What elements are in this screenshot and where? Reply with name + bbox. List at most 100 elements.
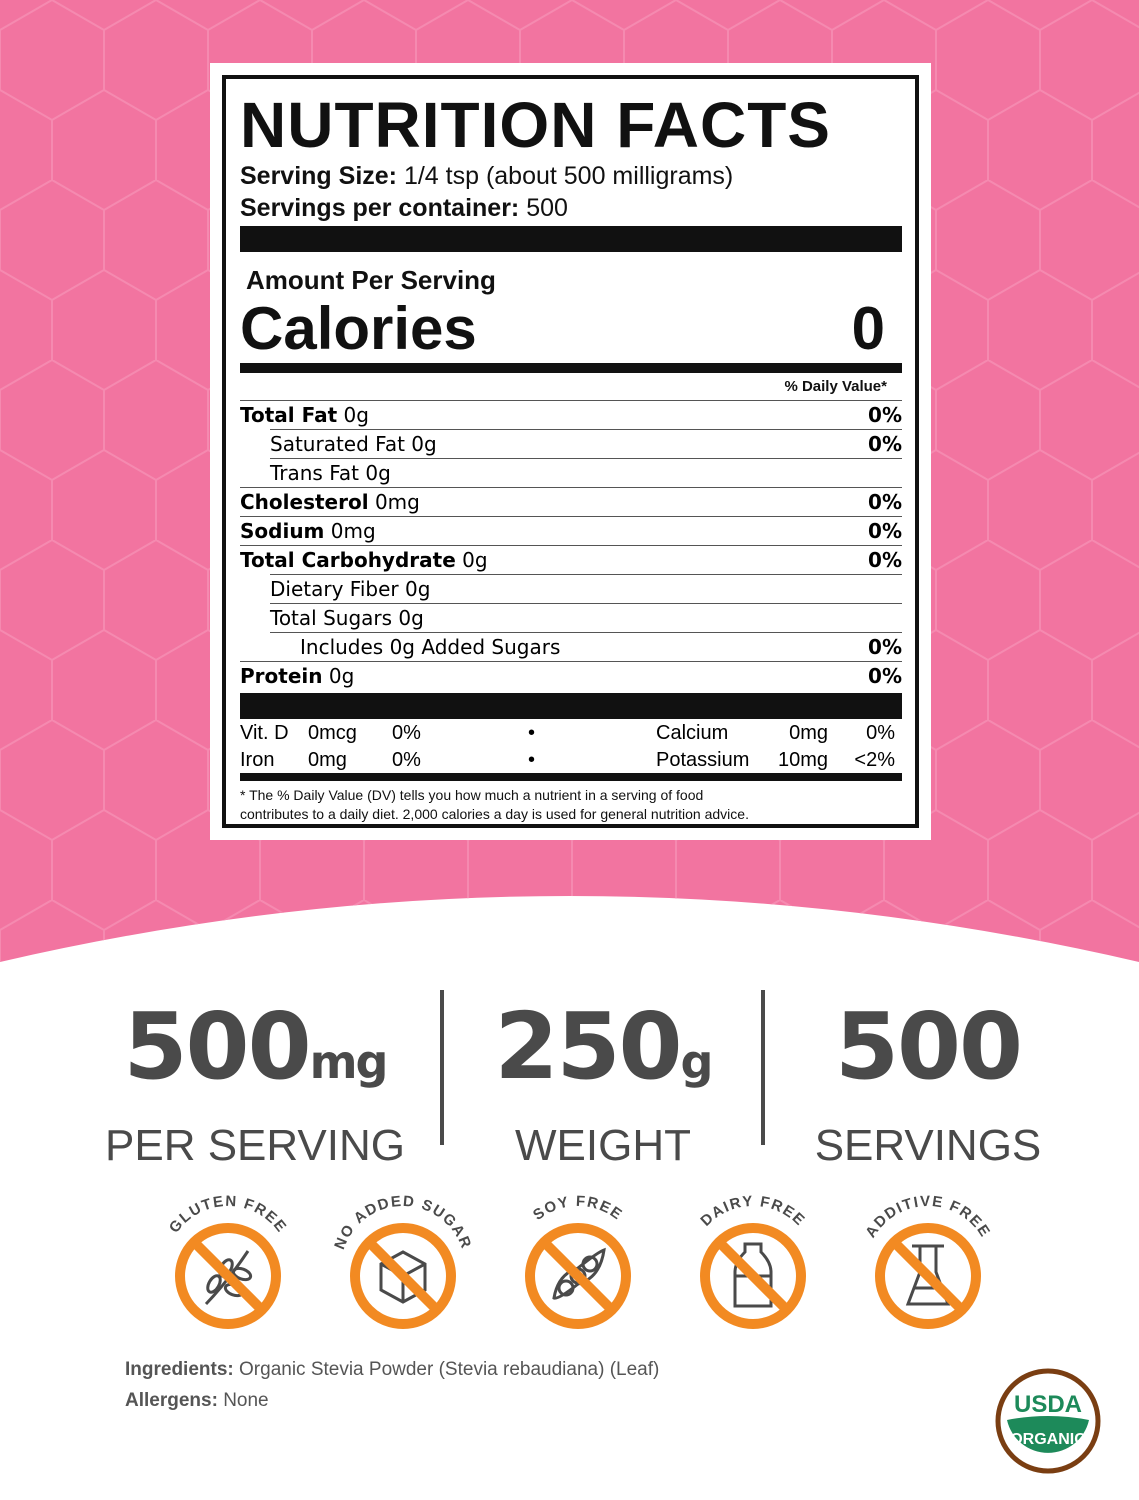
thick-divider xyxy=(240,693,902,719)
row-divider xyxy=(270,429,902,430)
prohibited-circle-icon xyxy=(350,1223,456,1329)
prohibited-circle-icon xyxy=(700,1223,806,1329)
mineral-dv2: <2% xyxy=(854,749,895,771)
stat-weight: 250g WEIGHT xyxy=(494,993,714,1171)
nutrient-name: Trans Fat xyxy=(270,461,359,485)
row-divider xyxy=(240,545,902,546)
nutrient-row: Total Sugars 0g xyxy=(240,604,902,632)
badge-gluten-free: GLUTEN FREE xyxy=(166,1193,289,1329)
nutrient-name: Sodium xyxy=(240,519,325,543)
prohibited-circle-icon xyxy=(175,1223,281,1329)
nutrient-dv: 0% xyxy=(868,519,902,543)
vitamin-dv: 0% xyxy=(392,722,421,744)
svg-text:NO ADDED SUGAR: NO ADDED SUGAR xyxy=(333,1193,473,1252)
prohibited-circle-icon xyxy=(875,1223,981,1329)
prohibited-circle-icon xyxy=(525,1223,631,1329)
servings-per-container: Servings per container: 500 xyxy=(240,194,568,222)
nutrient-name: Total Sugars xyxy=(270,606,393,630)
nutrient-dv: 0% xyxy=(868,635,902,659)
svg-text:SOY FREE: SOY FREE xyxy=(530,1193,626,1224)
nutrient-row: Sodium 0mg 0% xyxy=(240,517,902,545)
calories-label: Calories xyxy=(240,295,477,362)
row-divider xyxy=(240,400,902,401)
serving-size: Serving Size: 1/4 tsp (about 500 milligr… xyxy=(240,162,734,190)
row-divider xyxy=(270,603,902,604)
mineral-name2: Calcium xyxy=(656,722,729,744)
calories-value: 0 xyxy=(851,295,885,362)
vitamin-dv: 0% xyxy=(392,749,421,771)
nutrient-name: Protein xyxy=(240,664,323,688)
mineral-dv2: 0% xyxy=(866,722,895,744)
row-divider xyxy=(270,632,902,633)
row-divider xyxy=(270,574,902,575)
medium-divider xyxy=(240,773,902,781)
nutrient-amount: 0g xyxy=(398,606,424,630)
usda-organic-seal: USDA ORGANIC xyxy=(995,1368,1101,1474)
nutrient-row: Saturated Fat 0g 0% xyxy=(240,430,902,458)
nutrient-row: Includes 0g Added Sugars 0% xyxy=(240,633,902,661)
nutrient-row: Trans Fat 0g xyxy=(240,459,902,487)
nutrient-amount: 0mg xyxy=(374,490,420,514)
prohibited-slash-icon xyxy=(715,1238,791,1314)
stat-divider xyxy=(761,990,765,1145)
vitamin-name: Iron xyxy=(240,749,275,771)
nutrient-name: Cholesterol xyxy=(240,490,369,514)
nutrient-name: Total Fat xyxy=(240,403,338,427)
nutrient-name: Dietary Fiber xyxy=(270,577,399,601)
thick-divider xyxy=(240,226,902,252)
medium-divider xyxy=(240,363,902,373)
badge-no-added-sugar: NO ADDED SUGAR xyxy=(333,1193,473,1329)
prohibited-slash-icon xyxy=(890,1238,966,1314)
badge-additive-free: ADDITIVE FREE xyxy=(862,1193,994,1329)
nutrient-dv: 0% xyxy=(868,548,902,572)
daily-value-header: % Daily Value* xyxy=(784,378,887,395)
row-divider xyxy=(240,487,902,488)
nutrient-name: Total Carbohydrate xyxy=(240,548,456,572)
vitamin-amount: 0mg xyxy=(308,749,347,771)
nutrient-dv: 0% xyxy=(868,432,902,456)
bullet: • xyxy=(528,722,536,744)
nutrient-row: Total Carbohydrate 0g 0% xyxy=(240,546,902,574)
row-divider xyxy=(270,458,902,459)
nutrient-dv: 0% xyxy=(868,490,902,514)
mineral-amount2: 0mg xyxy=(789,722,828,744)
bullet: • xyxy=(528,749,536,771)
svg-text:ADDITIVE FREE: ADDITIVE FREE xyxy=(862,1193,994,1241)
footnote: * The % Daily Value (DV) tells you how m… xyxy=(240,787,704,803)
svg-text:USDA: USDA xyxy=(1014,1391,1082,1418)
nutrient-dv: 0% xyxy=(868,403,902,427)
mineral-name2: Potassium xyxy=(656,749,750,771)
stat-servings: 500 SERVINGS xyxy=(814,993,1042,1171)
stat-per-serving: 500mg PER SERVING xyxy=(105,993,405,1171)
ingredients: Ingredients: Organic Stevia Powder (Stev… xyxy=(125,1359,660,1380)
nutrient-row: Total Fat 0g 0% xyxy=(240,401,902,429)
nutrient-row: Protein 0g 0% xyxy=(240,662,902,690)
footnote: contributes to a daily diet. 2,000 calor… xyxy=(240,806,749,822)
svg-text:ORGANIC: ORGANIC xyxy=(1010,1431,1086,1448)
nutrient-amount: 0g xyxy=(365,461,391,485)
nutrient-name: Includes 0g Added Sugars xyxy=(300,635,561,659)
label-title: NUTRITION FACTS xyxy=(240,89,831,161)
prohibited-slash-icon xyxy=(190,1238,266,1314)
nutrient-row: Dietary Fiber 0g xyxy=(240,575,902,603)
row-divider xyxy=(240,516,902,517)
vitamin-amount: 0mcg xyxy=(308,722,357,744)
nutrient-amount: 0g xyxy=(328,664,355,688)
prohibited-slash-icon xyxy=(365,1238,441,1314)
nutrient-dv: 0% xyxy=(868,664,902,688)
badge-dairy-free: DAIRY FREE xyxy=(697,1193,807,1329)
allergens: Allergens: None xyxy=(125,1390,269,1411)
amount-per-serving: Amount Per Serving xyxy=(246,265,496,295)
nutrient-name: Saturated Fat xyxy=(270,432,405,456)
stat-divider xyxy=(440,990,444,1145)
nutrient-amount: 0g xyxy=(343,403,369,427)
nutrient-amount: 0g xyxy=(411,432,437,456)
nutrient-amount: 0g xyxy=(462,548,488,572)
nutrition-facts-label: NUTRITION FACTS Serving Size: 1/4 tsp (a… xyxy=(210,63,931,840)
row-divider xyxy=(240,661,902,662)
vitamin-name: Vit. D xyxy=(240,722,289,744)
nutrient-amount: 0g xyxy=(404,577,431,601)
mineral-amount2: 10mg xyxy=(777,749,828,771)
prohibited-slash-icon xyxy=(540,1238,616,1314)
nutrient-amount: 0mg xyxy=(330,519,376,543)
